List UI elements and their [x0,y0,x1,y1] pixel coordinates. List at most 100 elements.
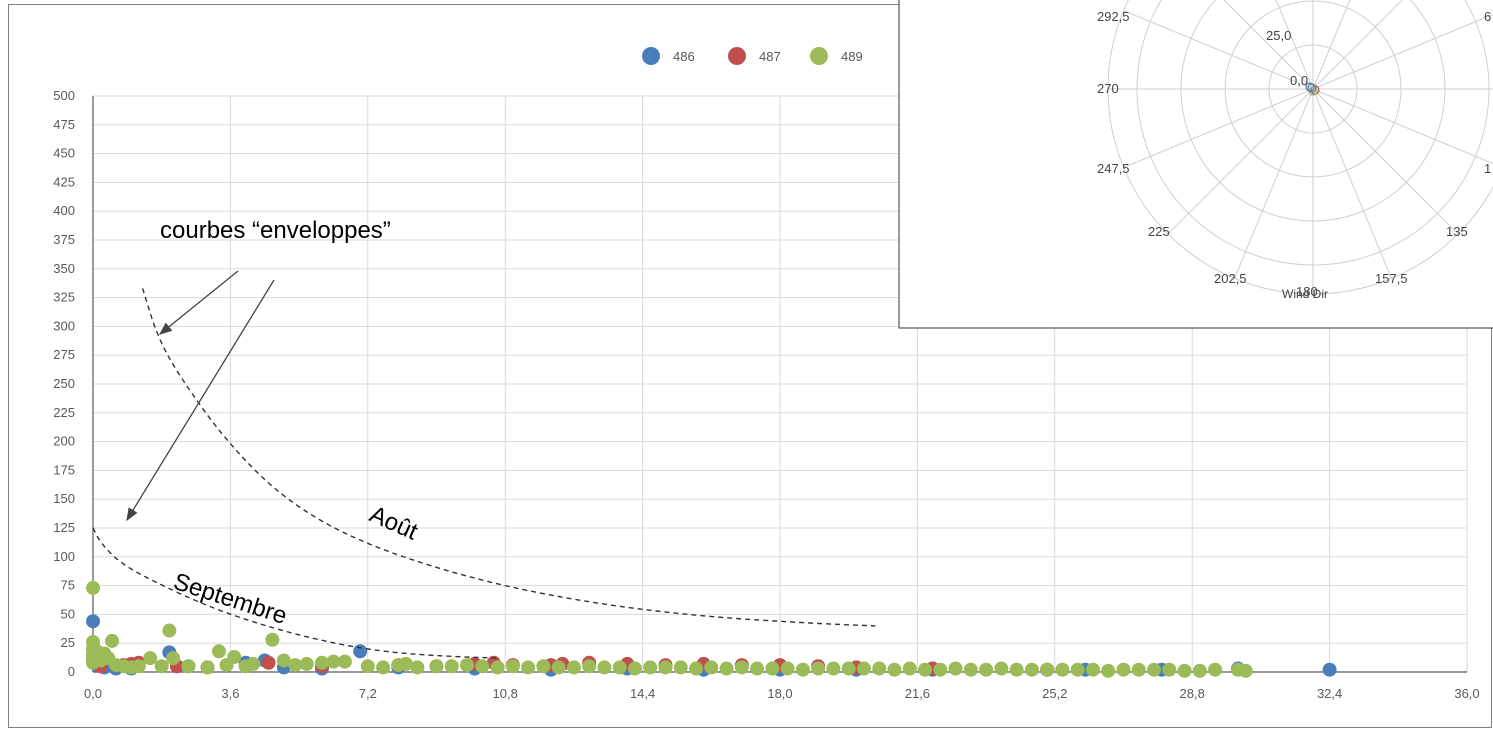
point-489 [211,644,226,659]
y-tick-label: 0 [68,664,75,679]
point-489 [1009,662,1024,677]
y-tick-label: 150 [53,491,75,506]
point-489 [643,660,658,675]
point-489 [326,654,341,669]
point-489 [826,661,841,676]
point-489 [1085,662,1100,677]
point-489 [719,661,734,676]
point-489 [1101,663,1116,678]
x-tick-label: 18,0 [767,686,792,701]
point-489 [360,659,375,674]
point-489 [315,655,329,670]
polar-grid [1107,0,1493,295]
legend-marker-489 [810,47,828,65]
y-tick-label: 350 [53,261,75,276]
y-tick-label: 300 [53,318,75,333]
polar-label-180: 180 [1296,284,1318,299]
point-489 [337,654,352,669]
point-489 [200,660,215,675]
point-486 [86,614,100,629]
point-489 [627,661,642,676]
point-489 [521,660,536,675]
point-489 [597,660,612,675]
point-489 [490,660,505,675]
point-489 [994,661,1009,676]
point-489 [1192,663,1207,678]
point-489 [841,661,856,676]
point-489 [536,659,551,674]
polar-center-points [1305,82,1320,96]
polar-spoke [1312,0,1351,90]
polar-label-247-5: 247,5 [1097,161,1130,176]
annotation-heading: courbes “enveloppes” [160,217,391,244]
point-489 [475,659,490,674]
point-489 [1238,663,1253,678]
point-489 [856,661,871,676]
point-489 [612,660,627,675]
polar-label-270: 270 [1097,81,1119,96]
point-489 [780,661,795,676]
polar-spoke [1123,10,1314,90]
point-489 [734,660,749,675]
polar-label-135: 135 [1446,224,1468,239]
polar-radial-label-0: 0,0 [1290,73,1308,88]
point-489 [795,662,810,677]
point-489 [566,660,581,675]
y-tick-label: 325 [53,290,75,305]
point-489 [181,659,196,674]
point-489 [1208,662,1223,677]
y-tick-label: 125 [53,520,75,535]
point-489 [811,661,826,676]
polar-spoke [1312,13,1493,90]
annotation-aout: Août [366,501,422,546]
polar-labels: 292,5 270 247,5 225 202,5 180 157,5 135 … [1097,9,1491,301]
point-489 [1070,662,1085,677]
point-489 [398,656,413,671]
point-489 [276,653,291,668]
polar-spoke [1312,88,1459,235]
x-tick-label: 0,0 [84,686,102,701]
x-tick-label: 10,8 [493,686,518,701]
point-489 [1131,662,1146,677]
y-tick-label: 225 [53,405,75,420]
polar-radial-label-25: 25,0 [1266,28,1291,43]
arrow-septembre [126,279,275,522]
point-489 [979,662,994,677]
point-489 [704,660,719,675]
point-489 [265,632,280,647]
x-tick-label: 25,2 [1042,686,1067,701]
point-489 [299,656,314,671]
point-489 [582,659,597,674]
point-489 [1162,662,1177,677]
point-489 [429,659,444,674]
point-489 [105,633,120,648]
y-tick-label: 200 [53,434,75,449]
point-489 [166,651,181,666]
point-489 [963,662,978,677]
point-489 [444,659,459,674]
legend-label-487: 487 [759,49,781,64]
polar-spoke [1312,88,1493,165]
point-489 [887,662,902,677]
annotations: courbes “enveloppes” Août Septembre [126,217,422,630]
y-tick-label: 450 [53,146,75,161]
x-tick-label: 14,4 [630,686,655,701]
point-489 [918,662,933,677]
envelope-curve-septembre [92,527,498,659]
polar-point [1307,83,1317,93]
point-489 [143,651,158,666]
point-489 [658,660,673,675]
point-489 [689,661,704,676]
x-tick-label: 32,4 [1317,686,1342,701]
y-tick-label: 175 [53,462,75,477]
legend: 486 487 489 [642,47,863,65]
polar-chart-panel: 292,5 270 247,5 225 202,5 180 157,5 135 … [898,0,1493,329]
point-489 [460,658,475,673]
legend-label-489: 489 [841,49,863,64]
x-tick-label: 3,6 [221,686,239,701]
point-489 [1116,662,1131,677]
polar-label-225: 225 [1148,224,1170,239]
y-tick-label: 400 [53,203,75,218]
point-486 [1322,662,1337,677]
